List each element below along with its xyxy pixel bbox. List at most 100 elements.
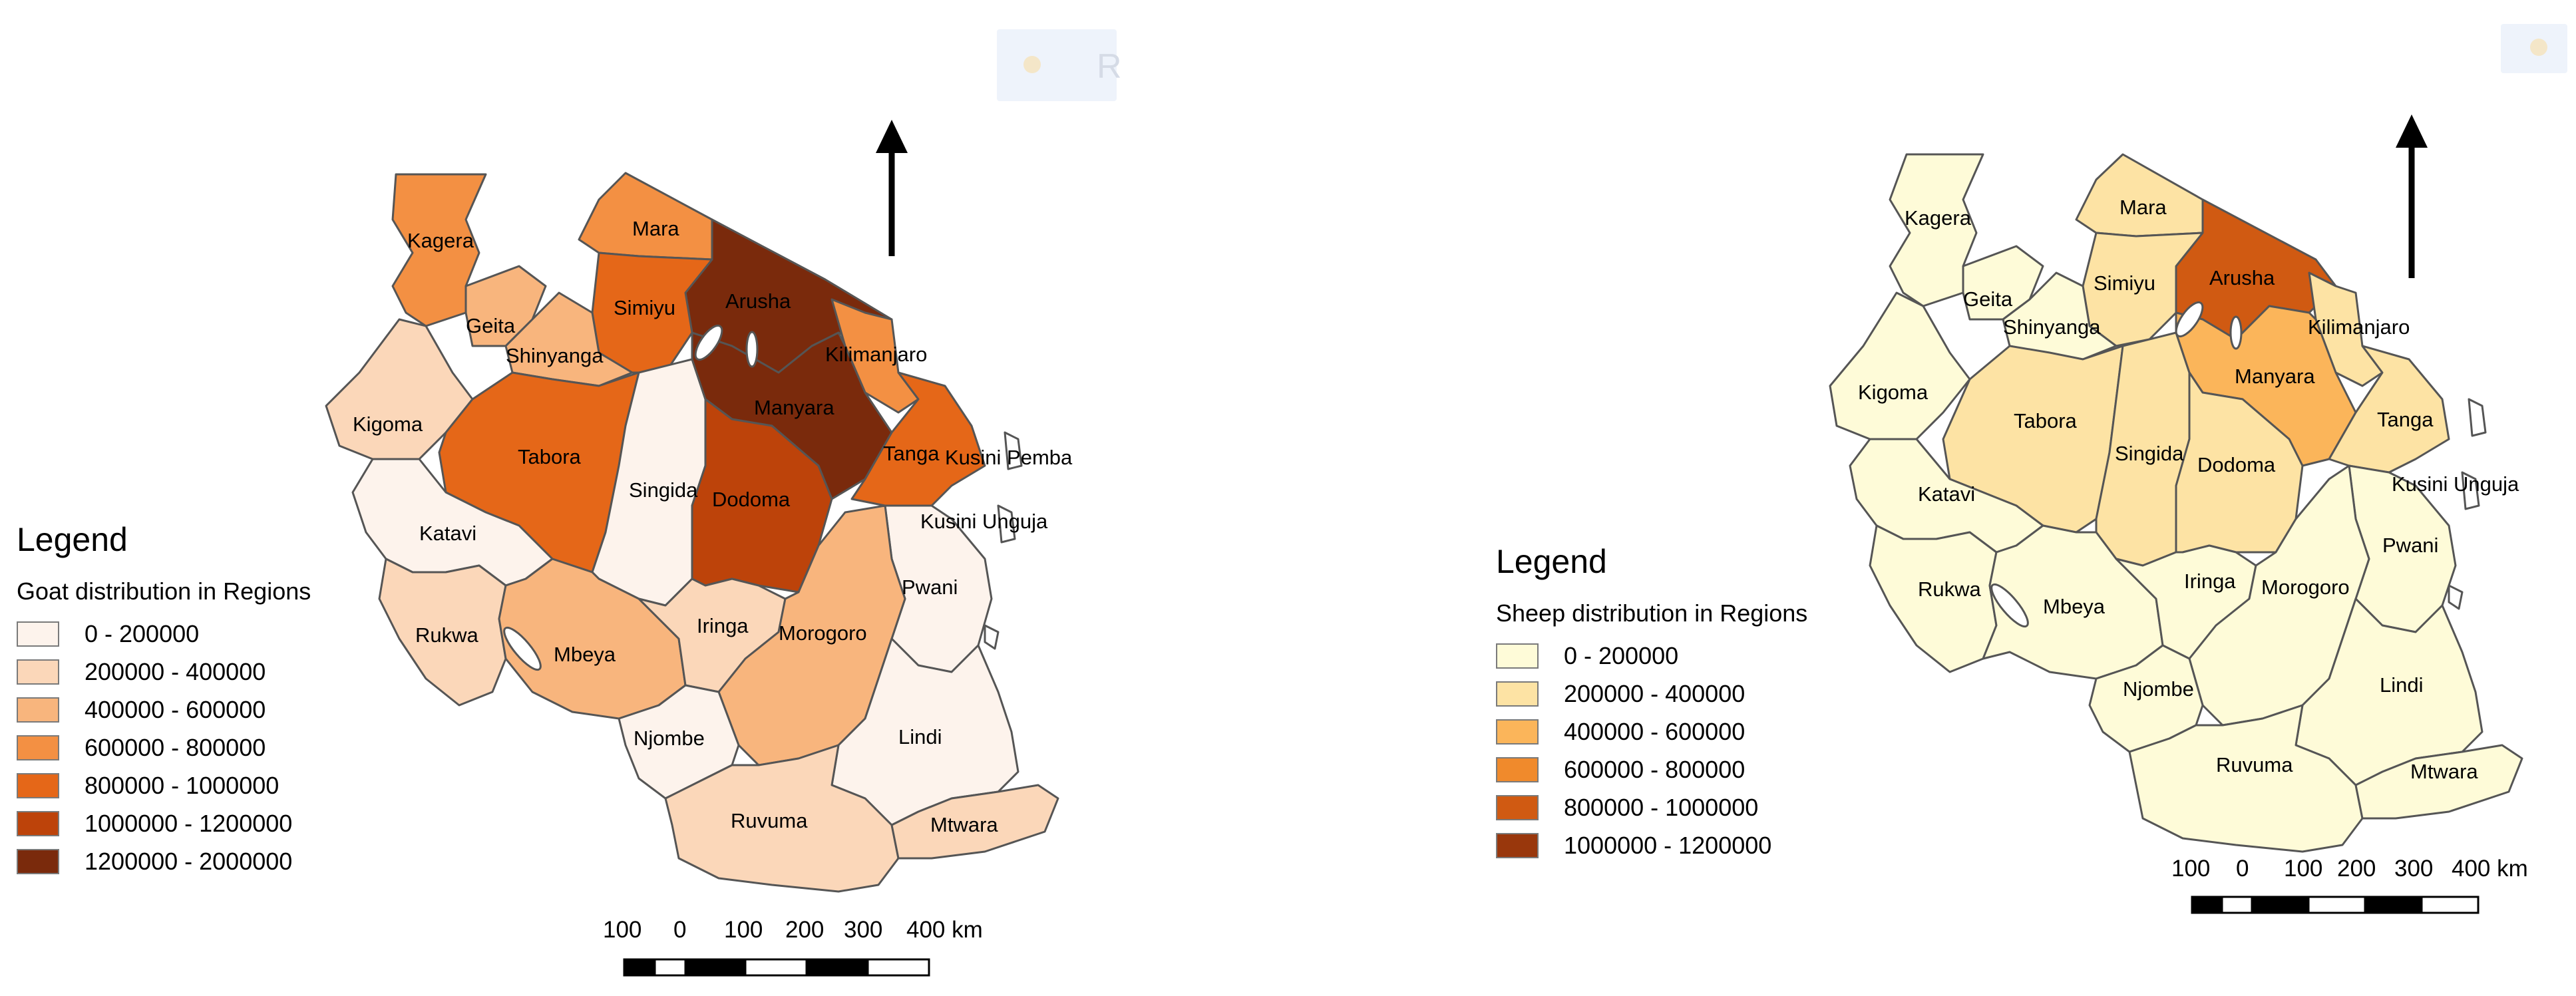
label-dodoma: Dodoma bbox=[2197, 453, 2276, 476]
label-ruvuma: Ruvuma bbox=[731, 809, 808, 832]
label-mtwara: Mtwara bbox=[2410, 760, 2478, 783]
legend-title: Legend bbox=[17, 521, 128, 558]
legend-subtitle: Goat distribution in Regions bbox=[17, 578, 311, 605]
label-pwani: Pwani bbox=[902, 576, 958, 599]
island-mafia bbox=[2448, 584, 2464, 610]
legend-swatch bbox=[17, 810, 59, 836]
region-kigoma bbox=[1829, 291, 1971, 440]
legend-label: 1200000 - 2000000 bbox=[85, 847, 293, 875]
label-tabora: Tabora bbox=[2014, 409, 2078, 432]
label-arusha: Arusha bbox=[725, 289, 791, 313]
label-mara: Mara bbox=[632, 217, 679, 240]
legend-label: 200000 - 400000 bbox=[1564, 679, 1746, 707]
legend-item: 0 - 200000 bbox=[17, 615, 311, 653]
legend-item: 1200000 - 2000000 bbox=[17, 842, 311, 880]
legend-label: 200000 - 400000 bbox=[85, 657, 266, 685]
scale-label: 300 bbox=[844, 917, 883, 943]
legend-label: 800000 - 1000000 bbox=[85, 771, 279, 799]
north-arrow-icon bbox=[2396, 114, 2428, 278]
label-tanga: Tanga bbox=[2377, 408, 2434, 431]
region-mtwara bbox=[2354, 744, 2523, 820]
legend-swatch bbox=[1496, 681, 1539, 707]
legend-item: 600000 - 800000 bbox=[17, 729, 311, 766]
label-singida: Singida bbox=[2115, 442, 2184, 465]
label-simiyu: Simiyu bbox=[2094, 271, 2155, 295]
goat-map-panel: R Kagera Mara Arusha bbox=[0, 29, 1291, 977]
lake-eyasi bbox=[2175, 301, 2204, 338]
legend-item: 200000 - 400000 bbox=[1496, 675, 1807, 713]
label-manyara: Manyara bbox=[754, 396, 834, 419]
label-iringa: Iringa bbox=[2184, 570, 2236, 593]
badge-icon: R bbox=[997, 29, 1122, 101]
island-pemba bbox=[2468, 398, 2487, 437]
label-kilimanjaro: Kilimanjaro bbox=[2308, 315, 2410, 339]
sheep-legend: Legend Sheep distribution in Regions 0 -… bbox=[1496, 542, 1807, 864]
legend-swatch bbox=[1496, 794, 1539, 820]
legend-item: 600000 - 800000 bbox=[1496, 750, 1807, 788]
legend-swatch bbox=[17, 735, 59, 760]
scale-bar-labels: 100 0 100 200 300 400 km bbox=[0, 917, 1291, 950]
legend-item: 200000 - 400000 bbox=[17, 653, 311, 691]
label-kusini-unguja: Kusini Unguja bbox=[920, 510, 1048, 533]
legend-label: 0 - 200000 bbox=[1564, 641, 1679, 669]
label-rukwa: Rukwa bbox=[415, 623, 479, 647]
scale-label: 200 bbox=[785, 917, 825, 943]
scale-label: 100 bbox=[724, 917, 763, 943]
scale-label: 100 bbox=[2284, 856, 2323, 882]
label-kilimanjaro: Kilimanjaro bbox=[825, 343, 927, 366]
label-shinyanga: Shinyanga bbox=[2003, 315, 2101, 339]
lake-rukwa bbox=[503, 626, 542, 671]
scale-label: 200 bbox=[2337, 856, 2376, 882]
label-njombe: Njombe bbox=[2123, 677, 2194, 701]
legend-label: 600000 - 800000 bbox=[1564, 755, 1746, 783]
island-unguja bbox=[2461, 471, 2480, 510]
legend-swatch bbox=[17, 659, 59, 685]
label-morogoro: Morogoro bbox=[2261, 576, 2350, 599]
label-singida: Singida bbox=[629, 478, 698, 502]
badge-icon bbox=[2501, 24, 2567, 73]
label-kagera: Kagera bbox=[407, 229, 474, 252]
island-mafia bbox=[984, 624, 1000, 650]
legend-label: 800000 - 1000000 bbox=[1564, 793, 1759, 821]
goat-legend: Legend Goat distribution in Regions 0 - … bbox=[17, 520, 311, 880]
scale-label: 0 bbox=[673, 917, 687, 943]
label-shinyanga: Shinyanga bbox=[506, 344, 604, 367]
scale-label: 400 km bbox=[2452, 856, 2528, 882]
label-kigoma: Kigoma bbox=[353, 413, 423, 436]
label-kusini-pemba: Kusini Pemba bbox=[945, 446, 1073, 469]
legend-label: 1000000 - 1200000 bbox=[1564, 831, 1772, 859]
legend-label: 600000 - 800000 bbox=[85, 733, 266, 761]
label-iringa: Iringa bbox=[697, 614, 749, 637]
scale-bar-labels: 100 0 100 200 300 400 km bbox=[1471, 856, 2576, 889]
region-dodoma bbox=[691, 398, 833, 593]
label-njombe: Njombe bbox=[634, 727, 705, 750]
label-tanga: Tanga bbox=[883, 442, 940, 465]
label-mbeya: Mbeya bbox=[554, 643, 616, 666]
legend-label: 1000000 - 1200000 bbox=[85, 809, 293, 837]
lake-eyasi bbox=[694, 324, 723, 361]
label-mara: Mara bbox=[2119, 196, 2167, 219]
label-lindi: Lindi bbox=[2380, 673, 2424, 697]
legend-item: 0 - 200000 bbox=[1496, 637, 1807, 675]
label-mtwara: Mtwara bbox=[930, 813, 998, 836]
goat-map: Kagera Mara Arusha Simiyu Geita Shinyang… bbox=[325, 120, 1073, 977]
sheep-map-panel: Kagera Mara Arusha Simiyu Geita Shinyang… bbox=[1471, 0, 2576, 996]
legend-label: 0 - 200000 bbox=[85, 619, 200, 647]
legend-swatch bbox=[1496, 643, 1539, 669]
legend-item: 1000000 - 1200000 bbox=[17, 804, 311, 842]
label-kusini-unguja: Kusini Unguja bbox=[2392, 472, 2519, 496]
north-arrow-icon bbox=[876, 120, 908, 256]
scale-label: 100 bbox=[603, 917, 642, 943]
region-mtwara bbox=[890, 784, 1059, 860]
lake-manyara bbox=[2229, 315, 2243, 350]
island-pemba bbox=[1004, 431, 1023, 470]
lake-manyara bbox=[745, 331, 759, 368]
region-dodoma bbox=[2175, 371, 2304, 554]
legend-swatch bbox=[17, 621, 59, 647]
label-geita: Geita bbox=[1963, 287, 2013, 311]
label-morogoro: Morogoro bbox=[779, 621, 867, 645]
legend-item: 400000 - 600000 bbox=[1496, 713, 1807, 750]
scale-label: 100 bbox=[2171, 856, 2211, 882]
region-kagera bbox=[391, 173, 487, 327]
region-mara bbox=[578, 172, 713, 261]
